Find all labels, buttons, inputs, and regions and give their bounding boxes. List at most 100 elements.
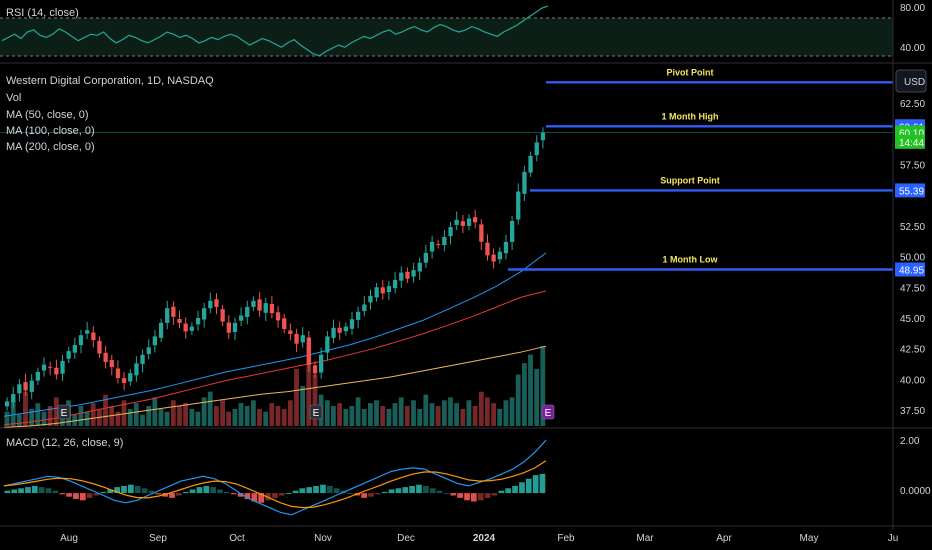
currency-button[interactable] xyxy=(895,69,927,93)
macd-histogram-bar xyxy=(381,491,388,494)
time-axis[interactable]: Aug Sep Oct Nov Dec 2024 Feb Mar Apr May Ju xyxy=(60,533,898,544)
candle-body xyxy=(349,319,355,329)
volume-bar xyxy=(90,403,96,426)
volume-bar xyxy=(435,406,441,426)
volume-bar xyxy=(355,397,361,426)
macd-histogram-bar xyxy=(306,487,313,494)
macd-histogram-bar xyxy=(313,485,319,494)
volume-bar xyxy=(337,403,342,426)
macd-histogram-bar xyxy=(450,493,457,496)
macd-histogram-bar xyxy=(409,485,415,494)
macd-lines xyxy=(3,439,547,516)
candle-body xyxy=(362,304,367,312)
candle-body xyxy=(214,299,219,307)
volume-bar xyxy=(281,408,287,426)
price-tick-label: 45.00 xyxy=(900,314,925,325)
macd-histogram-bar xyxy=(224,491,230,494)
volume-bar xyxy=(509,397,515,426)
candle-body xyxy=(195,318,201,325)
time-tick-label: Apr xyxy=(716,533,732,544)
candle-body xyxy=(134,363,139,376)
candle-body xyxy=(454,219,459,225)
candle-body xyxy=(121,378,127,383)
candle-body xyxy=(497,251,502,260)
earnings-event-marker[interactable] xyxy=(57,404,71,420)
price-tag-label: 60.10 xyxy=(899,129,924,140)
volume-bar xyxy=(466,400,472,426)
earnings-event-letter: E xyxy=(61,408,68,419)
volume-bar xyxy=(164,411,170,426)
rsi-line-group xyxy=(1,5,549,57)
volume-bar xyxy=(103,394,108,426)
macd-histogram-bar xyxy=(31,485,38,494)
macd-histogram-bar xyxy=(471,493,477,502)
volume-bar xyxy=(53,397,59,426)
macd-histogram-bar xyxy=(464,493,470,501)
volume-bar xyxy=(207,391,213,426)
volume-bar xyxy=(158,408,164,426)
volume-bar xyxy=(306,346,312,426)
volume-bar xyxy=(361,408,367,426)
earnings-event-letter: E xyxy=(545,408,552,419)
volume-bar xyxy=(189,408,195,426)
macd-histogram-bar xyxy=(477,493,484,501)
price-tick-label: 50.00 xyxy=(900,253,925,264)
time-tick-label: May xyxy=(800,533,819,544)
price-pane[interactable]: Pivot Point 1 Month High Support Point 1 Mo… xyxy=(0,67,927,428)
candle-body xyxy=(503,241,509,254)
volume-bar xyxy=(72,414,78,426)
candle-body xyxy=(60,360,65,374)
horizontal-levels: Pivot Point 1 Month High Support Point 1 Mo… xyxy=(508,67,893,271)
earnings-event-marker[interactable] xyxy=(309,404,323,420)
candle-body xyxy=(115,368,121,379)
candle-body xyxy=(436,244,441,246)
macd-histogram-bar xyxy=(203,485,210,494)
candle-body xyxy=(534,142,539,156)
candle-body xyxy=(423,252,428,263)
macd-label: MACD (12, 26, close, 9) xyxy=(6,437,123,449)
candle-body xyxy=(146,347,151,354)
macd-histogram-bar xyxy=(251,493,258,502)
macd-histogram-bar xyxy=(86,493,93,498)
earnings-event-marker[interactable] xyxy=(541,404,555,420)
candle-body xyxy=(337,327,342,333)
candle-body xyxy=(392,279,398,289)
macd-histogram-bar xyxy=(66,493,72,497)
macd-pane[interactable]: MACD (12, 26, close, 9) 2.00 0.0000 xyxy=(3,436,931,516)
macd-histogram-bar xyxy=(4,490,11,494)
macd-histogram-bar xyxy=(333,488,340,494)
currency-label: USD xyxy=(904,77,925,88)
ma200-line xyxy=(3,345,547,428)
candle-body xyxy=(380,287,385,294)
candle-body xyxy=(300,335,305,343)
volume-bar xyxy=(195,411,201,426)
candle-body xyxy=(466,218,472,226)
time-tick-label: Oct xyxy=(229,533,245,544)
macd-histogram-bar xyxy=(375,493,381,495)
candle-body xyxy=(140,354,145,365)
macd-histogram-bar xyxy=(532,475,539,494)
volume-bar xyxy=(257,408,262,426)
macd-histogram-bar xyxy=(11,489,18,494)
candle-body xyxy=(368,295,373,303)
rsi-pane[interactable]: RSI (14, close) 80.00 40.00 xyxy=(0,3,925,57)
volume-bar xyxy=(417,408,423,426)
macd-histogram-bar xyxy=(100,491,107,494)
candle-body xyxy=(35,372,40,381)
macd-histogram-bar xyxy=(429,488,436,494)
volume-bar xyxy=(404,406,410,426)
candle-body xyxy=(103,352,108,363)
macd-histogram-bar xyxy=(52,490,59,494)
macd-histogram-bar xyxy=(169,493,175,498)
candle-body xyxy=(386,286,392,292)
macd-histogram-bar xyxy=(299,488,306,494)
macd-histogram-bar xyxy=(525,478,532,494)
macd-histogram-bar xyxy=(361,493,367,498)
rsi-band xyxy=(0,18,893,56)
candle-body xyxy=(540,132,546,141)
time-tick-label: Dec xyxy=(397,533,415,544)
macd-histogram-bar xyxy=(230,493,237,495)
candle-body xyxy=(183,323,188,332)
macd-histogram-bar xyxy=(505,488,511,494)
